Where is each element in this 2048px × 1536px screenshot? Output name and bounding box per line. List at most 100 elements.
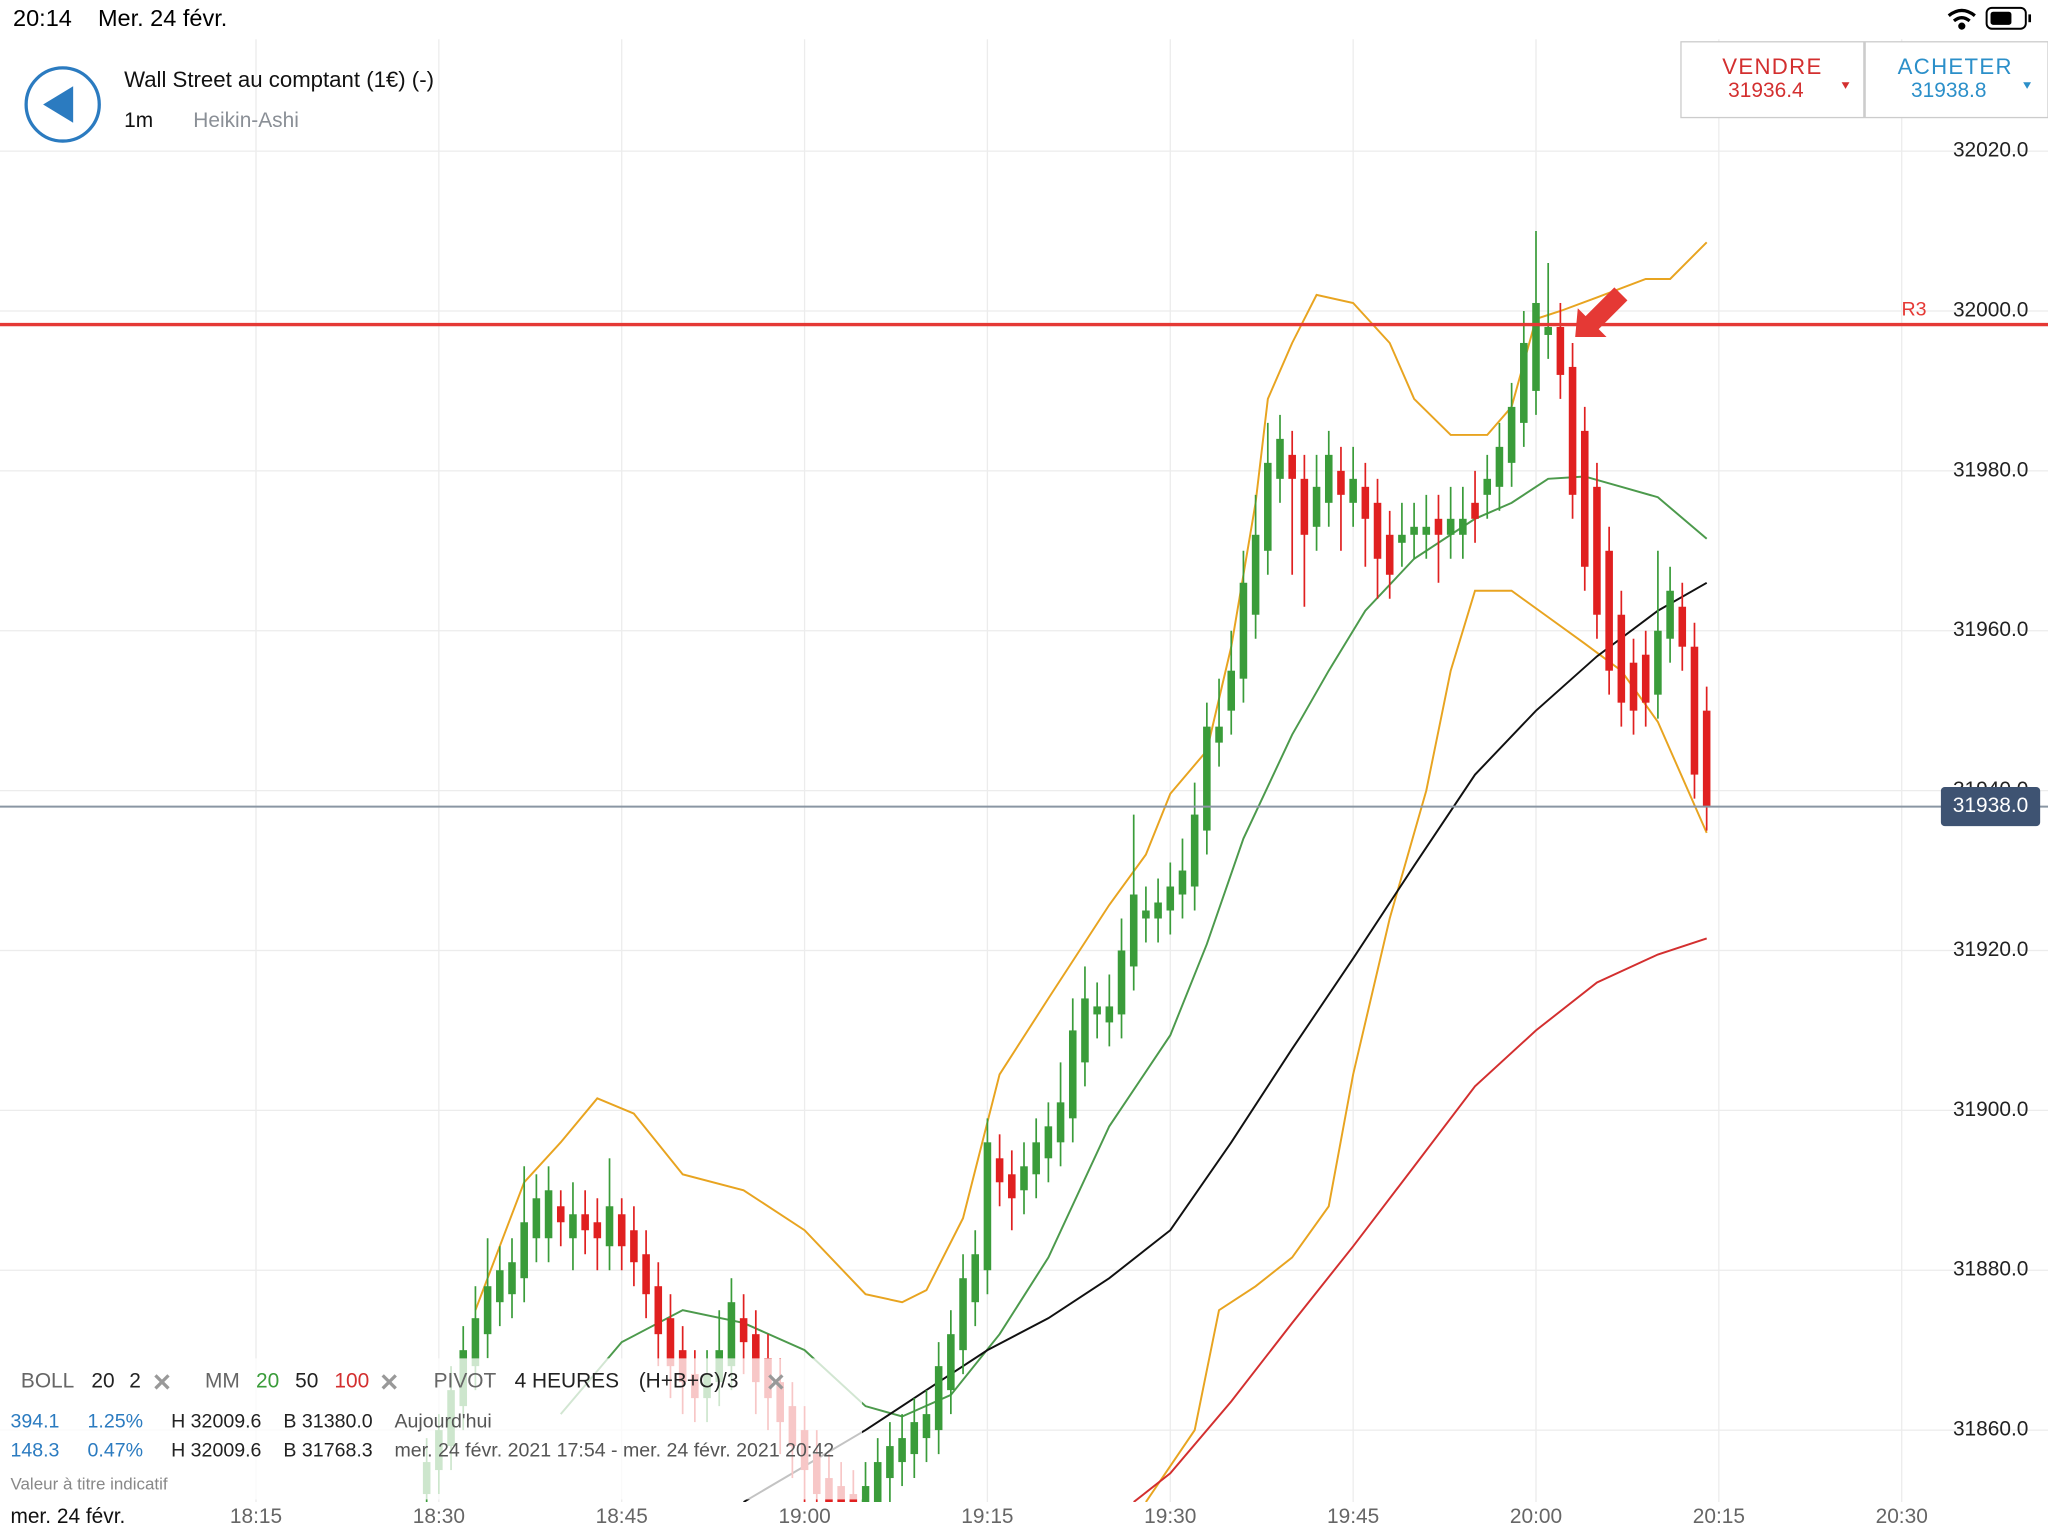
candle-body (1678, 606, 1687, 647)
candle-body (520, 1222, 528, 1279)
indicator-panel (0, 1358, 863, 1500)
candle-body (1556, 326, 1565, 375)
candle-body (1398, 534, 1406, 543)
candle-body (642, 1254, 650, 1295)
candle-body (1190, 814, 1199, 887)
candle-body (1422, 526, 1431, 535)
sell-button[interactable]: VENDRE 31936.4 (1680, 41, 1865, 119)
indicator-value: 1.25% (88, 1411, 144, 1433)
plot (422, 231, 1711, 1503)
candle-body (1324, 454, 1333, 503)
candle-body (1520, 342, 1528, 423)
candle-body (605, 1206, 614, 1247)
mm-period-1: 20 (256, 1369, 279, 1392)
indicator-value: H 32009.6 (171, 1411, 261, 1433)
remove-boll[interactable] (154, 1374, 170, 1390)
candle-body (1666, 590, 1674, 639)
x-tick-label: 20:00 (1510, 1505, 1562, 1528)
candle-body (1459, 518, 1467, 535)
indicator-value: 148.3 (10, 1439, 59, 1461)
y-tick-label: 31900.0 (1953, 1098, 2028, 1121)
candle-body (1142, 910, 1150, 919)
candle-body (1008, 1174, 1016, 1199)
candle-body (947, 1334, 955, 1391)
indicator-value: H 32009.6 (171, 1439, 261, 1461)
candle-body (654, 1286, 663, 1335)
candle-body (1641, 654, 1650, 703)
battery-icon (1985, 6, 2032, 30)
annotation-arrow (1575, 287, 1628, 337)
candle-body (1105, 1006, 1114, 1023)
indicator-line (743, 581, 1708, 1503)
instrument-title: Wall Street au comptant (1€) (-) (124, 67, 434, 92)
candle-body (1178, 870, 1187, 895)
candle-body (1483, 478, 1492, 495)
boll-deviation: 2 (129, 1369, 141, 1392)
candle-body (910, 1422, 919, 1455)
candle-body (1446, 518, 1455, 535)
indicator-rows: 394.1 1.25% H 32009.6 B 31380.0 Aujourd'hui 1… (10, 1411, 834, 1462)
boll-name[interactable]: BOLL (21, 1369, 74, 1392)
mm-period-2: 50 (295, 1369, 318, 1392)
candle-body (886, 1446, 894, 1479)
buy-button[interactable]: ACHETER 31938.8 (1864, 41, 2048, 119)
candle-body (569, 1214, 577, 1239)
x-tick-label: 19:30 (1144, 1505, 1196, 1528)
candle-body (1056, 1102, 1065, 1143)
pivot-period: 4 HEURES (515, 1369, 619, 1392)
candle-body (1361, 486, 1370, 519)
candle-body (1593, 486, 1601, 615)
sell-price: 31936.4 (1728, 79, 1803, 102)
y-tick-label: 31960.0 (1953, 618, 2028, 641)
candle-body (556, 1206, 565, 1223)
candle-body (995, 1158, 1004, 1183)
y-tick-label: 31980.0 (1953, 458, 2028, 481)
remove-mm[interactable] (381, 1374, 397, 1390)
overlay: 18:15 18:30 18:45 19:00 19:15 19:30 19:45 20:00… (0, 139, 2048, 1528)
candle-body (1300, 478, 1309, 535)
y-tick-label: 31860.0 (1953, 1418, 2028, 1441)
candle-body (1605, 550, 1613, 671)
buy-price: 31938.8 (1911, 79, 1986, 102)
candle-body (1580, 430, 1589, 567)
candle-body (898, 1438, 906, 1463)
candle-body (1276, 438, 1284, 479)
back-button[interactable] (24, 66, 101, 143)
candle-body (1203, 726, 1211, 831)
candle-body (1093, 1006, 1101, 1015)
candle-body (752, 1334, 760, 1383)
chart-style[interactable]: Heikin-Ashi (193, 109, 299, 132)
mm-period-3: 100 (334, 1369, 369, 1392)
interval[interactable]: 1m (124, 109, 153, 132)
x-tick-label: 19:45 (1327, 1505, 1379, 1528)
candle-body (1544, 326, 1552, 335)
y-tick-label: 31920.0 (1953, 938, 2028, 961)
x-tick-label: 18:30 (413, 1505, 465, 1528)
candle-body (1568, 366, 1577, 495)
pivot-label: R3 (1901, 298, 1926, 320)
candle-body (934, 1366, 943, 1431)
remove-pivot[interactable] (768, 1374, 784, 1390)
mm-name[interactable]: MM (205, 1369, 240, 1392)
candle-body (1215, 726, 1223, 743)
indicator-value: mer. 24 févr. 2021 17:54 - mer. 24 févr.… (394, 1439, 834, 1461)
status-bar (0, 0, 2048, 40)
candle-body (1239, 582, 1248, 679)
candle-body (1434, 518, 1443, 535)
candle-body (1690, 646, 1699, 775)
sell-label: VENDRE (1722, 54, 1822, 79)
candle-body (1337, 470, 1345, 495)
candle-body (1629, 662, 1638, 711)
candle-body (1654, 630, 1662, 695)
candle-body (739, 1318, 748, 1343)
last-price-label: 31938.0 (1953, 794, 2028, 817)
candle-body (581, 1214, 589, 1231)
pivot-name[interactable]: PIVOT (434, 1369, 497, 1392)
candle-body (1264, 462, 1272, 551)
indicator-value: B 31768.3 (283, 1439, 372, 1461)
candle-body (1032, 1142, 1040, 1175)
x-tick-label: 18:45 (596, 1505, 648, 1528)
candle-body (630, 1230, 638, 1263)
candle-body (1495, 446, 1504, 487)
